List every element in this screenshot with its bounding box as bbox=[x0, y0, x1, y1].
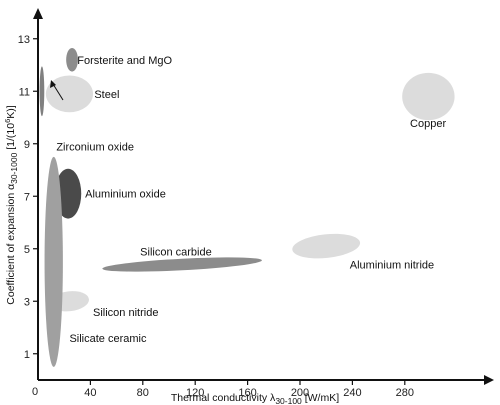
y-tick-label: 11 bbox=[19, 86, 30, 98]
x-tick-label: 280 bbox=[396, 387, 414, 399]
y-tick-label: 3 bbox=[24, 296, 30, 308]
x-ticks: 40 80 120 160 200 240 280 bbox=[84, 380, 414, 399]
label-aluminium-oxide: Aluminium oxide bbox=[85, 189, 166, 201]
y-axis-title: Coefficient of expansion α30-1000 [1/(10… bbox=[3, 105, 19, 305]
region-forsterite-and-mgo bbox=[66, 47, 78, 72]
x-tick-label: 120 bbox=[186, 387, 204, 399]
region-layer bbox=[39, 47, 455, 367]
region-silicate-ceramic bbox=[44, 156, 63, 367]
region-copper bbox=[402, 72, 455, 121]
region-silicon-carbide bbox=[102, 257, 262, 272]
label-silicate-ceramic: Silicate ceramic bbox=[69, 333, 147, 345]
region-zirconium-oxide bbox=[39, 66, 45, 117]
region-aluminium-oxide bbox=[55, 168, 82, 219]
label-copper: Copper bbox=[410, 118, 446, 130]
zirconium-pointer-line bbox=[52, 83, 64, 101]
region-labels: Forsterite and MgO Steel Zirconium oxide Co… bbox=[56, 55, 446, 345]
region-steel bbox=[45, 75, 94, 113]
x-axis-title: Thermal conductivity λ30-100 [W/mK] bbox=[171, 392, 339, 405]
region-aluminium-nitride bbox=[292, 233, 361, 259]
x-tick-label: 40 bbox=[84, 387, 96, 399]
x-tick-label: 160 bbox=[238, 387, 256, 399]
label-aluminium-nitride: Aluminium nitride bbox=[350, 260, 434, 272]
y-tick-label: 1 bbox=[24, 349, 30, 361]
label-zirconium-oxide: Zirconium oxide bbox=[56, 141, 134, 153]
x-axis-arrow bbox=[484, 375, 494, 385]
y-tick-label: 9 bbox=[24, 139, 30, 151]
y-tick-label: 7 bbox=[24, 191, 30, 203]
origin-tick-label: 0 bbox=[32, 386, 38, 398]
y-axis-arrow bbox=[33, 8, 43, 19]
x-tick-label: 200 bbox=[291, 387, 309, 399]
x-tick-label: 240 bbox=[343, 387, 361, 399]
label-silicon-nitride: Silicon nitride bbox=[93, 307, 158, 319]
y-tick-label: 13 bbox=[18, 34, 30, 46]
y-tick-label: 5 bbox=[24, 244, 30, 256]
label-silicon-carbide: Silicon carbide bbox=[140, 246, 212, 258]
zirconium-pointer-head bbox=[50, 80, 56, 88]
label-steel: Steel bbox=[94, 89, 119, 101]
label-forsterite-and-mgo: Forsterite and MgO bbox=[77, 55, 172, 67]
x-tick-label: 80 bbox=[137, 387, 149, 399]
